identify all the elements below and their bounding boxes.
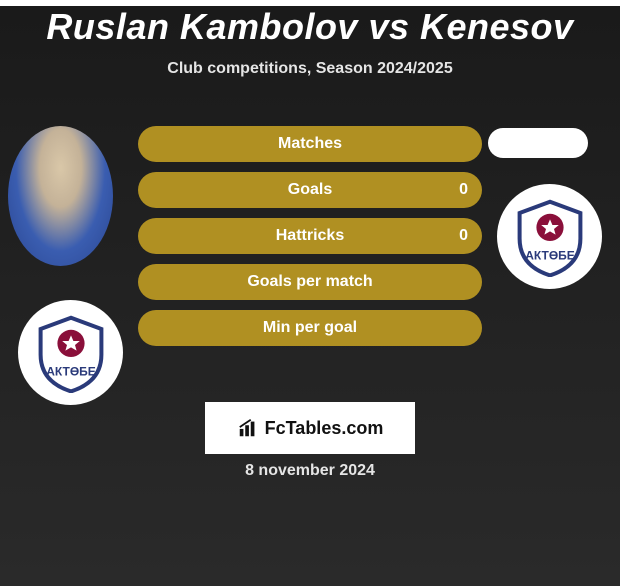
chart-icon [237,417,259,439]
club-badge-icon: АКТӨБЕ [31,313,111,393]
club-badge-icon: АКТӨБЕ [510,197,590,277]
stat-bar-goals: Goals 0 [138,172,482,208]
page-title: Ruslan Kambolov vs Kenesov [0,6,620,48]
bar-label: Hattricks [276,227,344,245]
player-left-avatar [8,126,113,266]
player-left-club-badge: АКТӨБЕ [18,300,123,405]
player-right-club-badge: АКТӨБЕ [497,184,602,289]
brand-badge: FcTables.com [205,402,415,454]
stat-bar-matches: Matches [138,126,482,162]
stat-bars: Matches Goals 0 Hattricks 0 Goals per ma… [138,126,482,356]
bar-right-value: 0 [459,227,468,245]
stat-bar-goals-per-match: Goals per match [138,264,482,300]
footer-date: 8 november 2024 [245,462,375,480]
svg-text:АКТӨБЕ: АКТӨБЕ [46,364,96,378]
bar-label: Goals per match [247,273,372,291]
bar-label: Goals [288,181,332,199]
stat-bar-hattricks: Hattricks 0 [138,218,482,254]
brand-text: FcTables.com [265,418,384,439]
bar-label: Matches [278,135,342,153]
player-right-avatar [488,128,588,158]
stat-bar-min-per-goal: Min per goal [138,310,482,346]
svg-text:АКТӨБЕ: АКТӨБЕ [525,248,575,262]
bar-label: Min per goal [263,319,357,337]
bar-right-value: 0 [459,181,468,199]
page-subtitle: Club competitions, Season 2024/2025 [0,60,620,78]
